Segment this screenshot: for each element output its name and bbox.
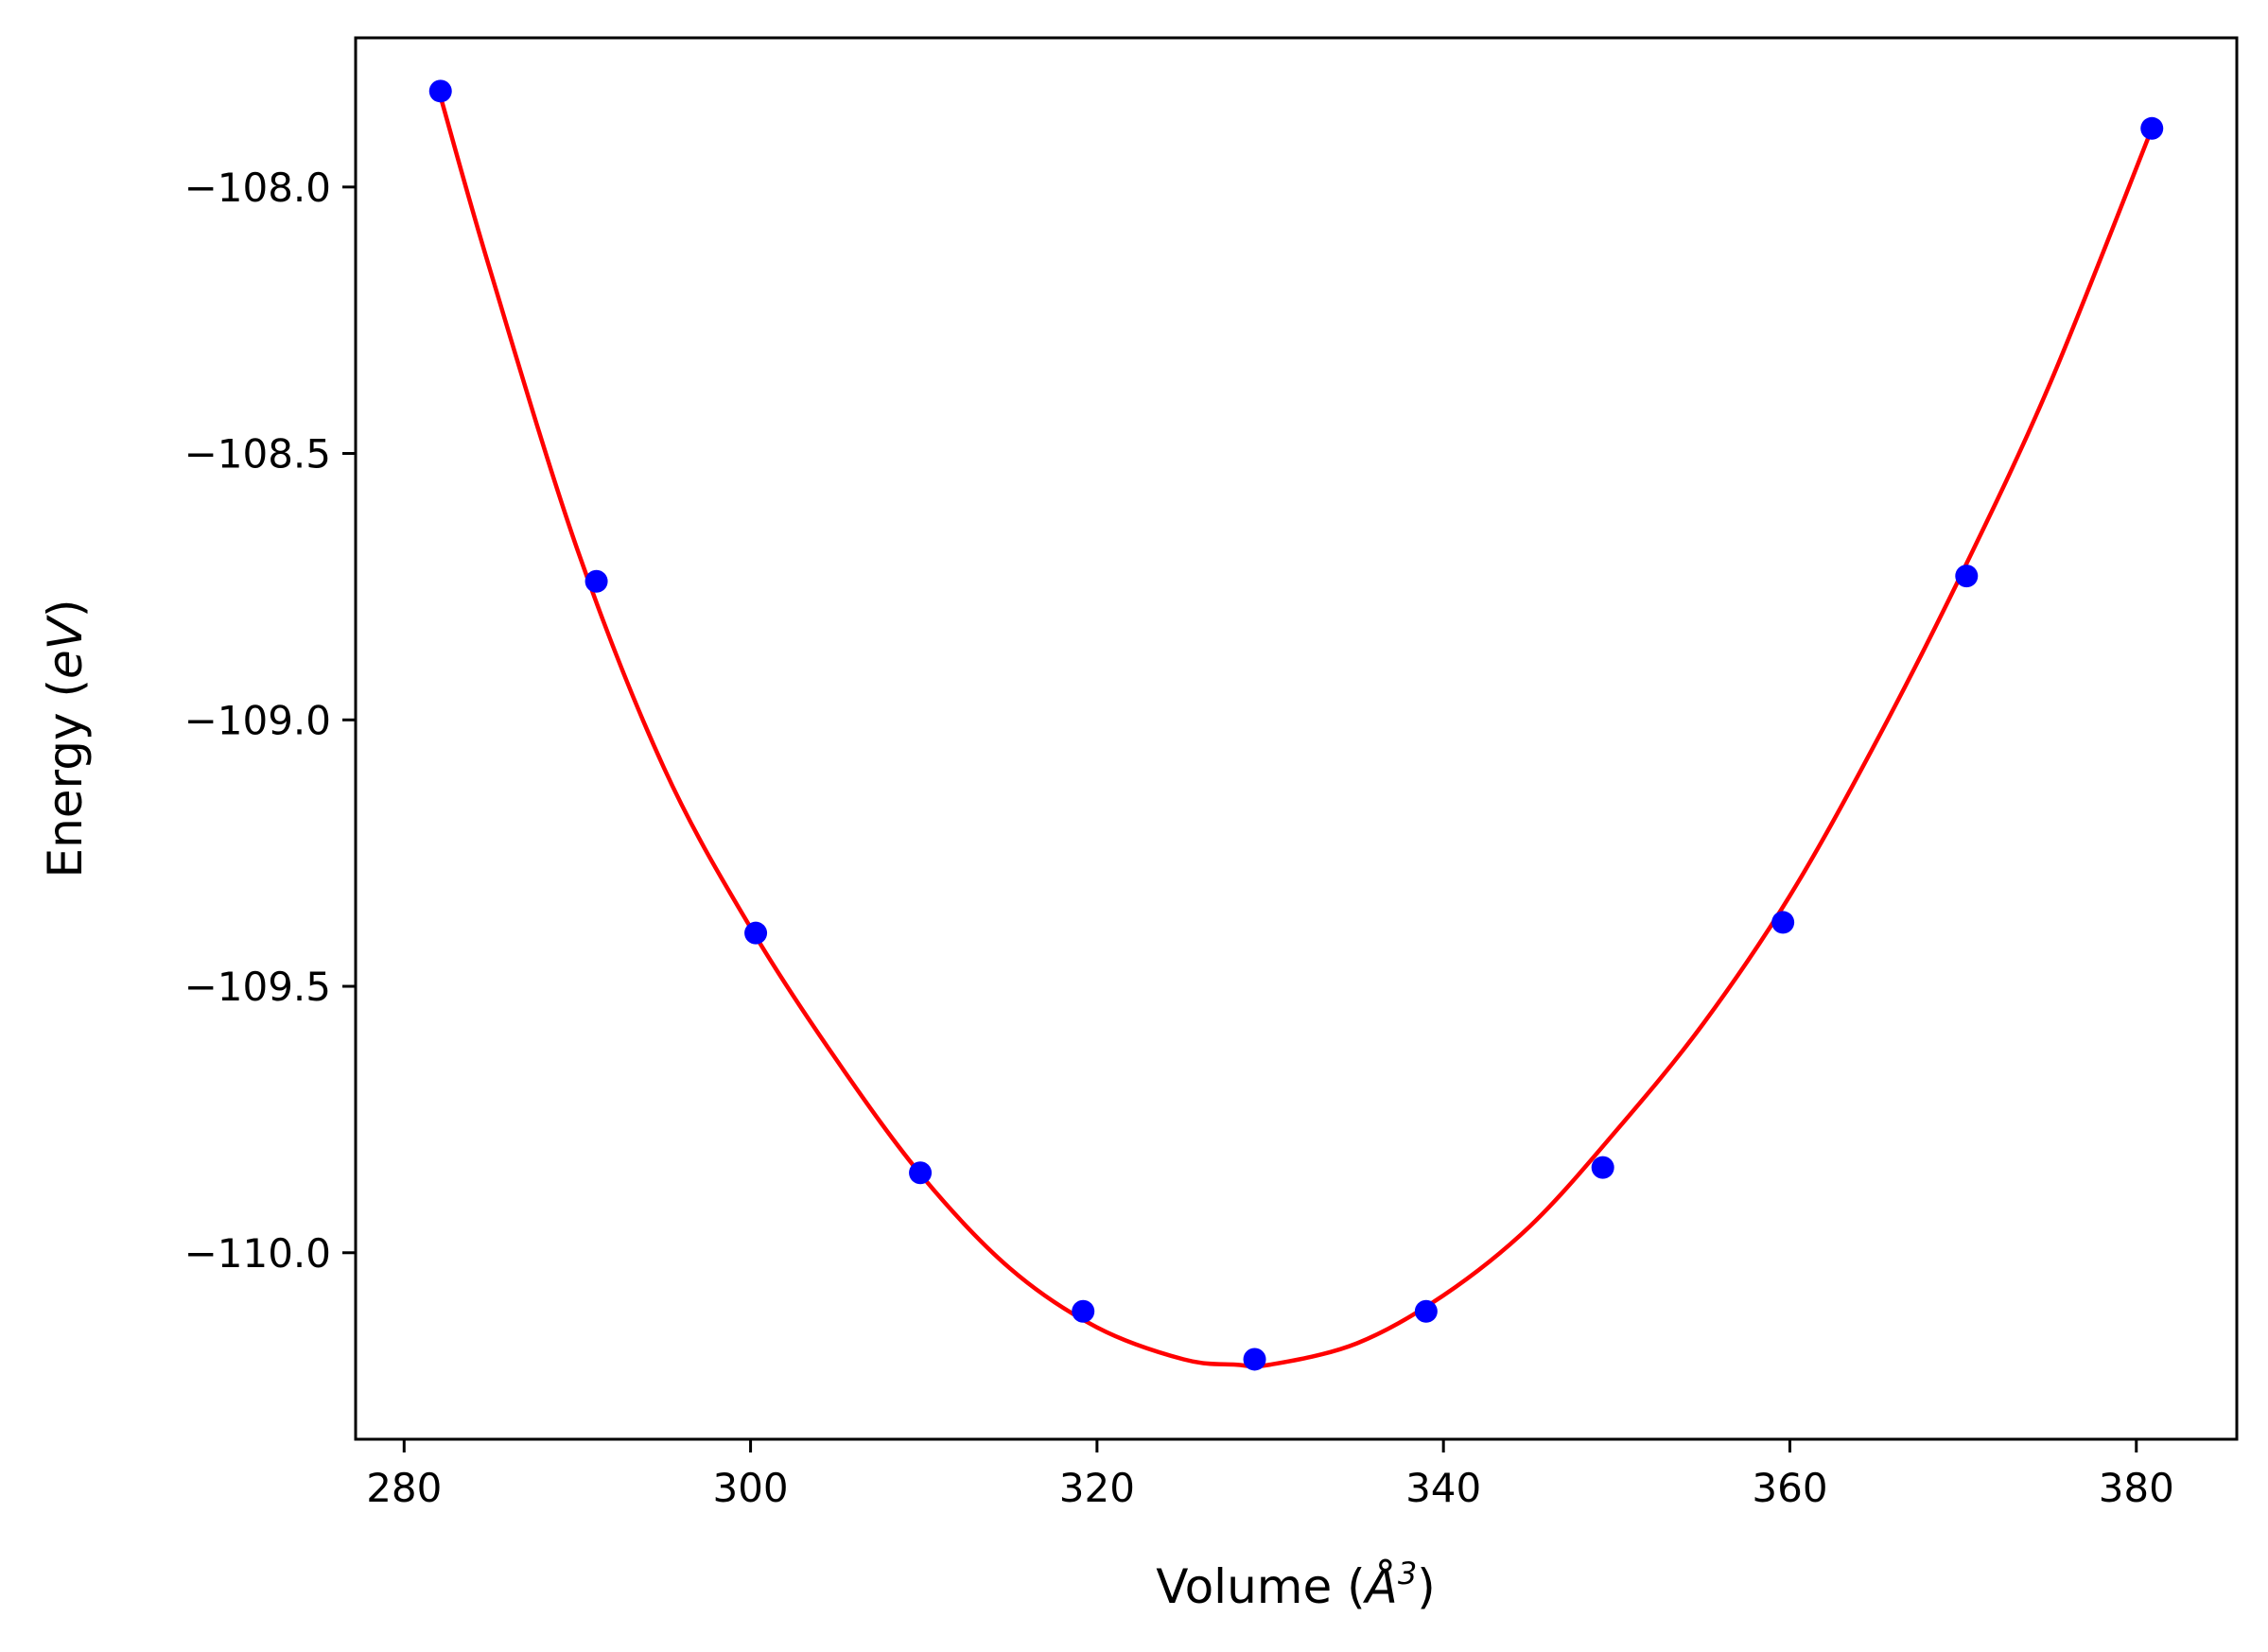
data-points-layer (428, 79, 2164, 1371)
data-point (1955, 565, 1979, 588)
plot-area (356, 38, 2237, 1439)
x-tick-label: 320 (1059, 1465, 1135, 1511)
x-axis-ticks: 280 300 320 340 360 380 (366, 1439, 2174, 1511)
x-axis-unit-power: 3 (1398, 1556, 1417, 1591)
y-tick-label: −108.5 (184, 431, 331, 478)
y-axis-label-text: Energy (38, 712, 93, 878)
data-point (744, 921, 768, 945)
x-tick-label: 360 (1752, 1465, 1827, 1511)
data-point (909, 1161, 933, 1185)
data-point (2140, 116, 2164, 140)
y-tick-label: −108.0 (184, 165, 331, 211)
y-tick-label: −109.5 (184, 964, 331, 1010)
data-point (584, 569, 608, 593)
data-point (1243, 1348, 1266, 1371)
x-tick-label: 340 (1405, 1465, 1481, 1511)
x-tick-label: 300 (712, 1465, 788, 1511)
y-tick-label: −110.0 (184, 1230, 331, 1277)
plot-frame (354, 36, 2239, 1441)
y-axis-ticks: −108.0 −108.5 −109.0 −109.5 −110.0 (184, 165, 356, 1277)
data-point (1771, 911, 1795, 934)
y-axis-unit: eV (38, 614, 93, 679)
x-axis-unit: Å (1363, 1559, 1398, 1614)
x-axis-label: Volume (Å3) (1156, 1556, 1435, 1614)
data-point (1591, 1156, 1614, 1179)
x-axis-label-text: Volume (1156, 1559, 1332, 1614)
x-tick-label: 280 (366, 1465, 442, 1511)
data-point (1414, 1299, 1438, 1323)
data-point (1072, 1299, 1095, 1323)
y-axis-label: Energy (eV) (38, 600, 93, 878)
y-tick-label: −109.0 (184, 697, 331, 743)
data-point (428, 79, 452, 103)
x-tick-label: 380 (2099, 1465, 2174, 1511)
